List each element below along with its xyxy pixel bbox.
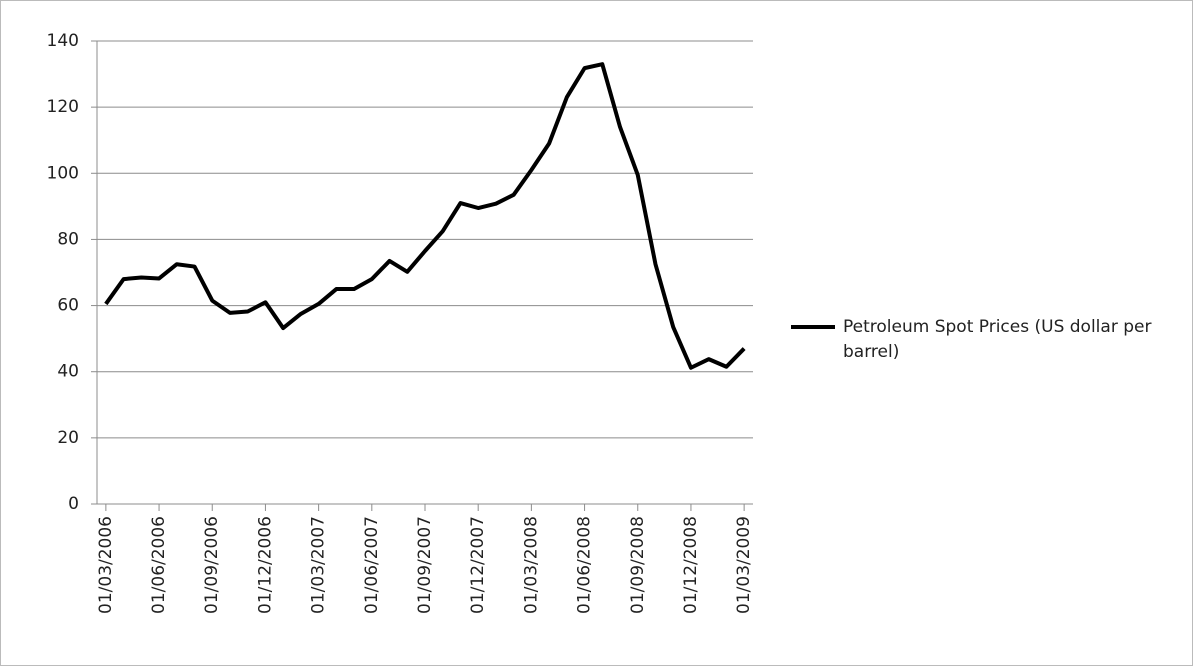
x-tick-label: 01/03/2009: [734, 516, 754, 614]
x-tick-label: 01/12/2006: [255, 516, 275, 614]
y-tick-label: 140: [47, 31, 79, 51]
y-tick-label: 60: [57, 296, 79, 316]
y-tick-label: 0: [68, 494, 79, 514]
y-tick-label: 120: [47, 97, 79, 117]
y-tick-label: 100: [47, 163, 79, 183]
x-tick-label: 01/06/2007: [362, 516, 382, 614]
y-tick-label: 20: [57, 428, 79, 448]
x-tick-label: 01/09/2007: [415, 516, 435, 614]
x-tick-label: 01/03/2006: [96, 516, 116, 614]
y-tick-label: 40: [57, 362, 79, 382]
x-tick-label: 01/12/2008: [681, 516, 701, 614]
x-tick-label: 01/12/2007: [468, 516, 488, 614]
x-tick-label: 01/06/2006: [149, 516, 169, 614]
line: [104, 62, 746, 370]
x-tick-label: 01/03/2008: [521, 516, 541, 614]
x-tick-label: 01/06/2008: [575, 516, 595, 614]
y-tick-label: 80: [57, 229, 79, 249]
x-tick-label: 01/03/2007: [309, 516, 329, 614]
x-tick-label: 01/09/2006: [202, 516, 222, 614]
x-tick-label: 01/09/2008: [628, 516, 648, 614]
legend-label: Petroleum Spot Prices (US dollar per bar…: [843, 317, 1152, 362]
